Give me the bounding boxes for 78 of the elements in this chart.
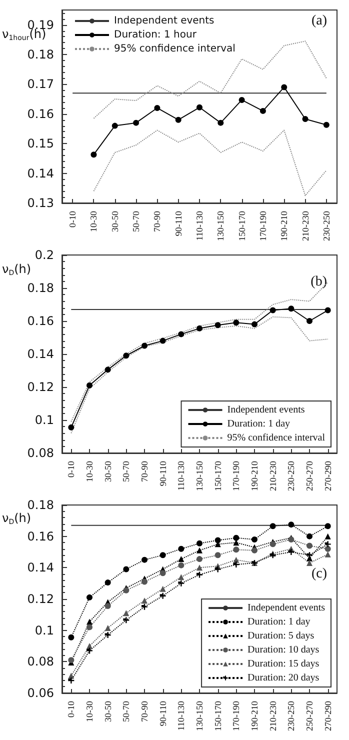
y-tick-label: 0.2 — [34, 248, 54, 262]
x-tick-label: 150-170 — [212, 700, 223, 731]
annotation: (a) — [311, 14, 328, 28]
y-tick-label: 0.12 — [27, 380, 54, 394]
legend-label: Independent events — [114, 16, 214, 26]
x-tick-label: 110-130 — [176, 460, 186, 491]
x-tick-label: 10-30 — [84, 460, 94, 482]
x-tick-label: 0-10 — [68, 210, 78, 228]
legend-label: Duration: 10 days — [248, 644, 320, 656]
y-tick-label: 0.1 — [34, 413, 54, 427]
y-tick-label: 0.14 — [27, 347, 54, 361]
x-tick-label: 110-130 — [176, 700, 186, 731]
legend-label: Independent events — [248, 602, 326, 614]
legend-label: Duration: 1 hour — [114, 30, 198, 40]
legend-label: Duration: 1 day — [248, 616, 310, 628]
x-tick-label: 270-290 — [322, 460, 333, 491]
x-tick-label: 230-250 — [286, 460, 296, 491]
y-tick-label: 0.08 — [27, 654, 54, 669]
x-tick-label: 90-110 — [173, 210, 184, 236]
x-tick-label: 90-110 — [158, 700, 168, 726]
x-tick-label: 90-110 — [158, 460, 168, 486]
y-tick-label: 0.18 — [27, 281, 54, 295]
x-tick-label: 250-270 — [304, 700, 314, 731]
y-tick-label: 0.16 — [27, 529, 54, 544]
x-tick-label: 230-250 — [321, 210, 332, 241]
legend-label: Independent events — [227, 404, 305, 416]
x-tick-label: 150-170 — [236, 210, 247, 241]
annotation: (b) — [310, 274, 328, 290]
legend-label: Duration: 5 days — [248, 630, 314, 642]
x-tick-label: 230-250 — [286, 700, 296, 731]
x-tick-label: 190-210 — [279, 210, 290, 241]
legend-label: Duration: 20 days — [248, 672, 320, 684]
x-tick-label: 50-70 — [121, 700, 132, 722]
x-tick-label: 30-50 — [102, 460, 113, 482]
x-tick-label: 170-190 — [231, 700, 242, 731]
x-tick-label: 70-90 — [140, 700, 150, 722]
legend-label: Duration: 15 days — [248, 658, 320, 670]
y-tick-label: 0.14 — [27, 560, 54, 575]
y-tick-label: 0.12 — [27, 592, 54, 606]
x-tick-label: 190-210 — [250, 460, 260, 491]
y-tick-label: 0.08 — [27, 446, 54, 460]
x-tick-label: 210-230 — [268, 460, 278, 491]
x-tick-label: 0-10 — [66, 700, 76, 718]
x-tick-label: 70-90 — [140, 460, 150, 482]
y-tick-label: 0.18 — [27, 48, 54, 62]
x-tick-label: 210-230 — [268, 700, 278, 731]
legend-label: Duration: 1 day — [227, 418, 290, 430]
legend-label: 95% confidence interval — [227, 432, 326, 444]
x-tick-label: 0-10 — [66, 460, 76, 478]
x-tick-label: 170-190 — [258, 210, 268, 241]
y-tick-label: 0.15 — [27, 136, 54, 151]
x-tick-label: 30-50 — [110, 210, 120, 232]
y-tick-label: 0.18 — [27, 498, 54, 512]
y-tick-label: 0.17 — [27, 77, 54, 92]
x-tick-label: 190-210 — [250, 700, 260, 731]
x-tick-label: 250-270 — [304, 460, 314, 491]
x-tick-label: 50-70 — [121, 460, 132, 482]
y-tick-label: 0.13 — [27, 196, 54, 210]
x-tick-label: 150-170 — [212, 460, 223, 491]
x-tick-label: 70-90 — [152, 210, 162, 232]
y-tick-label: 0.06 — [27, 686, 54, 700]
x-tick-label: 130-150 — [216, 210, 226, 241]
x-tick-label: 130-150 — [194, 460, 204, 491]
x-tick-label: 130-150 — [194, 700, 204, 731]
y-tick-label: 0.14 — [27, 166, 54, 180]
x-tick-label: 210-230 — [300, 210, 310, 241]
x-tick-label: 170-190 — [231, 460, 242, 491]
x-tick-label: 10-30 — [84, 700, 94, 722]
annotation: (c) — [311, 566, 328, 582]
x-tick-label: 10-30 — [88, 210, 99, 232]
y-tick-label: 0.16 — [27, 314, 54, 328]
x-tick-label: 270-290 — [322, 700, 333, 731]
legend-label: 95% confidence interval — [114, 44, 236, 54]
y-tick-label: 0.1 — [34, 623, 54, 638]
x-tick-label: 110-130 — [194, 210, 204, 241]
y-tick-label: 0.16 — [27, 106, 54, 121]
x-tick-label: 30-50 — [102, 700, 113, 722]
x-tick-label: 50-70 — [131, 210, 142, 232]
